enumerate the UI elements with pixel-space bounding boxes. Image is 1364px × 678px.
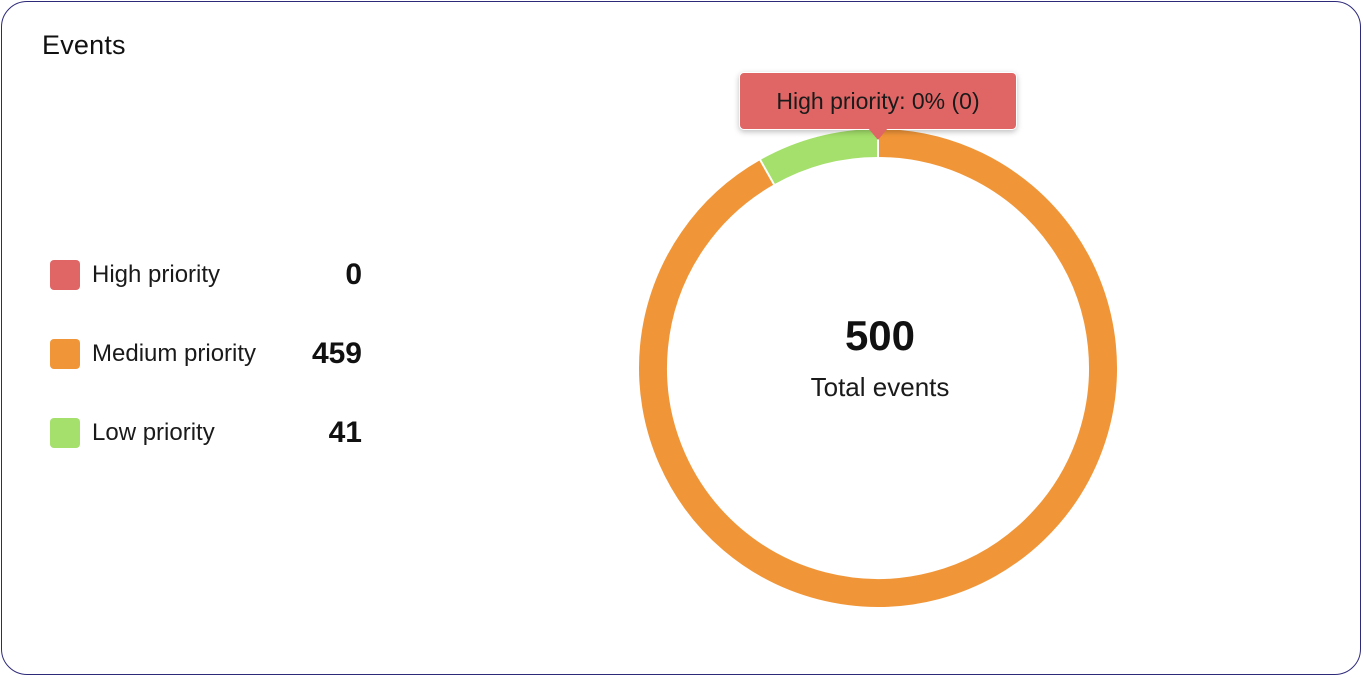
- chart-tooltip: High priority: 0% (0): [739, 72, 1017, 130]
- legend-swatch-high: [50, 260, 80, 290]
- tooltip-arrow: [868, 128, 888, 140]
- legend-value: 0: [345, 258, 362, 291]
- card-title: Events: [42, 30, 126, 60]
- legend-label: High priority: [92, 261, 221, 288]
- donut-chart: 500 Total events: [620, 60, 1140, 620]
- center-total: 500: [844, 312, 916, 359]
- legend-swatch-low: [50, 418, 80, 448]
- donut-slice-medium[interactable]: [639, 129, 1117, 607]
- legend-item-high[interactable]: High priority 0: [50, 260, 370, 290]
- legend-value: 41: [328, 416, 362, 449]
- legend-label: Low priority: [92, 419, 215, 446]
- center-label: Total events: [810, 372, 950, 402]
- slice-separator: [758, 158, 776, 186]
- donut-slice-low[interactable]: [760, 129, 879, 185]
- legend-value: 459: [311, 337, 362, 370]
- chart-legend: High priority 0 Medium priority 459 Low …: [50, 260, 370, 497]
- legend-item-medium[interactable]: Medium priority 459: [50, 339, 370, 369]
- legend-item-low[interactable]: Low priority 41: [50, 418, 370, 448]
- legend-swatch-medium: [50, 339, 80, 369]
- legend-label: Medium priority: [92, 340, 257, 367]
